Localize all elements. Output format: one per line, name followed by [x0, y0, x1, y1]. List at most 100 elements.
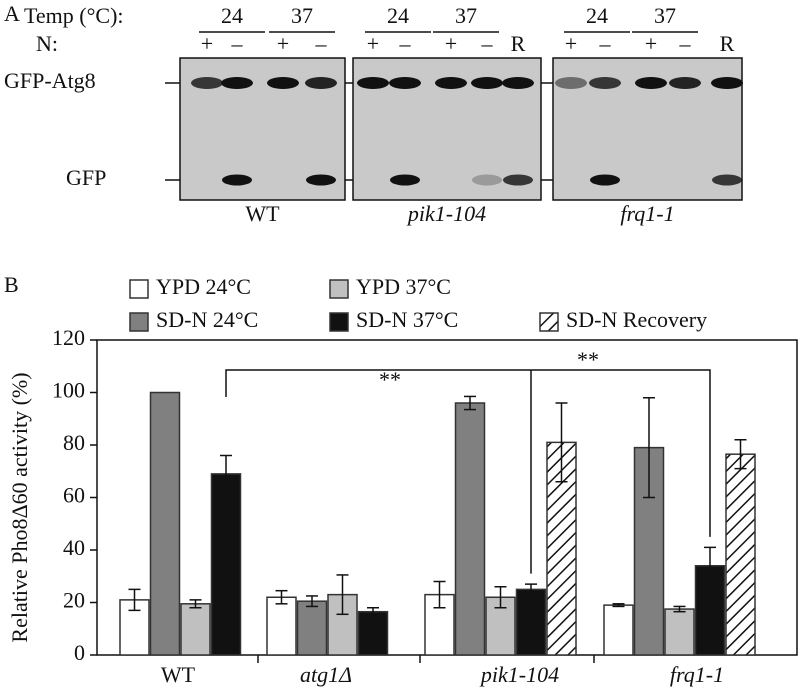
- lane-label: +: [645, 31, 657, 56]
- lane-label: +: [445, 31, 457, 56]
- temp-label: Temp (°C):: [24, 3, 124, 28]
- band: [471, 77, 503, 89]
- lane-label: –: [399, 31, 412, 56]
- bar: [515, 588, 547, 656]
- band: [555, 77, 587, 89]
- legend-label: SD-N 37°C: [356, 307, 458, 332]
- bar: [357, 610, 389, 656]
- bar: [725, 453, 756, 656]
- band: [669, 77, 701, 89]
- legend-label: SD-N Recovery: [566, 307, 707, 332]
- legend-label: SD-N 24°C: [156, 307, 258, 332]
- error-bar: [189, 599, 202, 609]
- strain-label: frq1-1: [620, 201, 674, 226]
- legend-swatch: [329, 312, 349, 332]
- lane-label: +: [201, 31, 213, 56]
- band: [306, 174, 336, 186]
- bar: [210, 473, 242, 656]
- band: [390, 174, 420, 186]
- significance-label: **: [379, 367, 401, 392]
- row-label: GFP-Atg8: [4, 68, 96, 93]
- band: [305, 77, 337, 89]
- band: [357, 77, 389, 89]
- band: [191, 77, 223, 89]
- error-bar: [525, 583, 537, 596]
- legend-swatch: [129, 312, 149, 332]
- legend-swatch: [329, 279, 349, 299]
- x-tick-label: pik1-104: [479, 662, 559, 687]
- lane-label: –: [315, 31, 328, 56]
- y-tick-label: 20: [63, 588, 85, 613]
- lane-label: –: [599, 31, 612, 56]
- error-bar: [306, 595, 318, 608]
- significance-bracket: [225, 369, 711, 537]
- bar: [296, 600, 328, 656]
- lane-label: –: [231, 31, 244, 56]
- x-tick-label: WT: [161, 662, 196, 687]
- legend-label: YPD 24°C: [156, 274, 251, 299]
- panel-label: B: [4, 272, 19, 297]
- strain-label: WT: [245, 201, 280, 226]
- lane-label: +: [277, 31, 289, 56]
- temp-label: 24: [221, 3, 243, 28]
- bar: [180, 603, 211, 656]
- x-tick-label: frq1-1: [670, 662, 724, 687]
- y-tick-label: 40: [63, 535, 85, 560]
- error-bar: [673, 605, 686, 613]
- band: [711, 77, 743, 89]
- error-bar: [433, 580, 446, 609]
- error-bar: [336, 574, 349, 616]
- error-bar: [704, 546, 716, 585]
- band: [502, 77, 534, 89]
- y-tick-label: 80: [63, 430, 85, 455]
- lane-label: R: [720, 31, 735, 56]
- y-tick-label: 60: [63, 483, 85, 508]
- error-bar: [275, 589, 288, 605]
- band: [589, 77, 621, 89]
- n-label: N:: [36, 31, 58, 56]
- x-tick-label: atg1Δ: [300, 662, 352, 687]
- error-bar: [367, 607, 379, 617]
- lane-label: R: [511, 31, 526, 56]
- significance-label: **: [577, 347, 599, 372]
- lane-label: +: [565, 31, 577, 56]
- lane-label: –: [481, 31, 494, 56]
- band: [590, 174, 620, 186]
- y-axis-label: Relative Pho8Δ60 activity (%): [7, 372, 32, 642]
- band: [503, 174, 533, 186]
- temp-label: 24: [586, 3, 608, 28]
- band: [221, 77, 253, 89]
- temp-label: 37: [654, 3, 676, 28]
- y-tick-label: 120: [52, 325, 85, 350]
- band: [435, 77, 467, 89]
- lane-label: +: [367, 31, 379, 56]
- error-bar: [494, 586, 507, 609]
- bar: [454, 402, 486, 656]
- band: [635, 77, 667, 89]
- error-bar: [220, 454, 232, 493]
- bar: [664, 608, 695, 656]
- row-label: GFP: [66, 165, 106, 190]
- y-tick-label: 100: [52, 378, 85, 403]
- legend-swatch: [129, 279, 149, 299]
- panel-label: A: [4, 1, 20, 26]
- bar: [603, 604, 634, 656]
- band: [712, 174, 742, 186]
- error-bar: [555, 402, 568, 483]
- error-bar: [734, 439, 747, 470]
- legend-swatch: [539, 312, 559, 332]
- temp-label: 37: [291, 3, 313, 28]
- y-tick-label: 0: [74, 640, 85, 665]
- temp-label: 37: [455, 3, 477, 28]
- error-bar: [643, 397, 655, 499]
- bar: [149, 391, 181, 656]
- lane-label: –: [679, 31, 692, 56]
- band: [267, 77, 299, 89]
- temp-label: 24: [387, 3, 409, 28]
- error-bar: [128, 588, 141, 612]
- error-bar: [612, 603, 625, 608]
- band: [389, 77, 421, 89]
- strain-label: pik1-104: [406, 201, 486, 226]
- band: [222, 174, 252, 186]
